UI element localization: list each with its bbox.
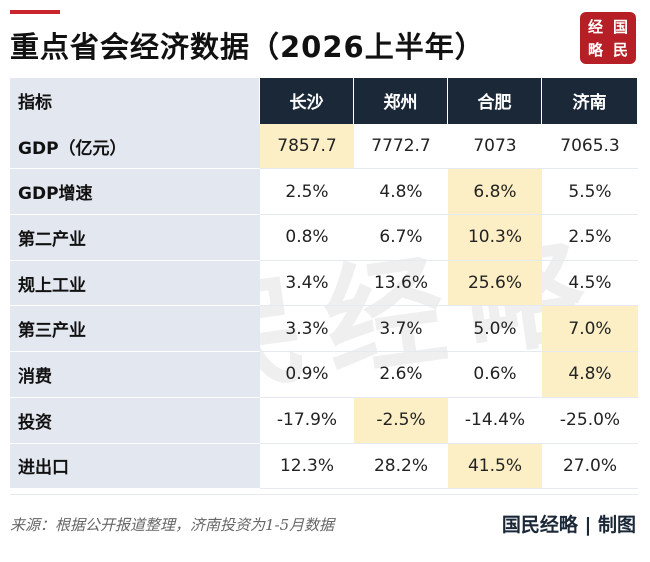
seal-char: 略	[587, 41, 603, 59]
table-cell: 4.5%	[542, 261, 638, 307]
table-row: 进出口 12.3% 28.2% 41.5% 27.0%	[10, 443, 638, 490]
table-cell: -14.4%	[448, 398, 542, 444]
header-indicator: 指标	[10, 78, 260, 124]
seal-char: 国	[612, 18, 628, 36]
table-cell: 4.8%	[354, 169, 448, 216]
table-cell: 7857.7	[260, 123, 354, 170]
table-cell: 2.6%	[354, 352, 448, 398]
table-row: 规上工业 3.4% 13.6% 25.6% 4.5%	[10, 260, 638, 307]
table-row: 消费 0.9% 2.6% 0.6% 4.8%	[10, 352, 638, 398]
data-table: 指标 长沙 郑州 合肥 济南 GDP（亿元） 7857.7 7772.7 7073 70…	[10, 78, 638, 490]
table-cell: -2.5%	[354, 397, 448, 444]
table-cell: 12.3%	[260, 444, 354, 490]
table-cell: 0.9%	[260, 352, 354, 398]
table-cell: 7.0%	[542, 306, 638, 353]
header-city: 济南	[542, 78, 638, 124]
footer-divider	[10, 494, 638, 495]
table-cell: 25.6%	[448, 260, 542, 307]
source-note: 来源：根据公开报道整理，济南投资为1-5月数据	[10, 516, 335, 534]
table-cell: 5.0%	[448, 306, 542, 353]
table-cell: 6.7%	[354, 215, 448, 261]
table-row: GDP（亿元） 7857.7 7772.7 7073 7065.3	[10, 123, 638, 170]
table-cell: 7065.3	[542, 124, 638, 170]
brand-seal: 经 国 略 民	[580, 12, 636, 64]
table-row: 第二产业 0.8% 6.7% 10.3% 2.5%	[10, 215, 638, 261]
table-cell: 41.5%	[448, 443, 542, 490]
table-row: GDP增速 2.5% 4.8% 6.8% 5.5%	[10, 169, 638, 216]
table-cell: 4.8%	[542, 352, 638, 398]
seal-char: 民	[612, 41, 628, 59]
table-cell: 5.5%	[542, 169, 638, 216]
table-cell: 7772.7	[354, 124, 448, 170]
table-cell: 2.5%	[542, 215, 638, 261]
header-city: 长沙	[260, 78, 354, 124]
row-label: GDP（亿元）	[10, 123, 260, 170]
row-label: 第三产业	[10, 306, 260, 353]
header-city: 合肥	[448, 78, 542, 124]
table-row: 投资 -17.9% -2.5% -14.4% -25.0%	[10, 397, 638, 444]
table-cell: 27.0%	[542, 444, 638, 490]
table-cell: 2.5%	[260, 169, 354, 216]
table-cell: 28.2%	[354, 444, 448, 490]
row-label: 第二产业	[10, 215, 260, 261]
table-cell: 10.3%	[448, 215, 542, 261]
data-table-container: 国民经略 指标 长沙 郑州 合肥 济南 GDP（亿元） 7857.7 7772.7 7…	[10, 78, 638, 490]
row-label: 进出口	[10, 443, 260, 490]
row-label: 规上工业	[10, 260, 260, 307]
row-label: GDP增速	[10, 169, 260, 216]
table-cell: -25.0%	[542, 398, 638, 444]
table-cell: -17.9%	[260, 398, 354, 444]
table-cell: 0.6%	[448, 352, 542, 398]
table-cell: 7073	[448, 124, 542, 170]
table-row: 第三产业 3.3% 3.7% 5.0% 7.0%	[10, 306, 638, 353]
row-label: 消费	[10, 352, 260, 398]
table-cell: 13.6%	[354, 261, 448, 307]
row-label: 投资	[10, 397, 260, 444]
page-title: 重点省会经济数据（2026上半年）	[10, 30, 485, 64]
table-cell: 3.3%	[260, 306, 354, 353]
credit-label: 国民经略 | 制图	[501, 514, 636, 536]
table-cell: 6.8%	[448, 169, 542, 216]
table-cell: 3.4%	[260, 261, 354, 307]
table-cell: 3.7%	[354, 306, 448, 353]
table-cell: 0.8%	[260, 215, 354, 261]
seal-char: 经	[587, 18, 603, 36]
header-city: 郑州	[354, 78, 448, 124]
table-header-row: 指标 长沙 郑州 合肥 济南	[10, 78, 638, 124]
title-accent-bar	[10, 10, 60, 14]
